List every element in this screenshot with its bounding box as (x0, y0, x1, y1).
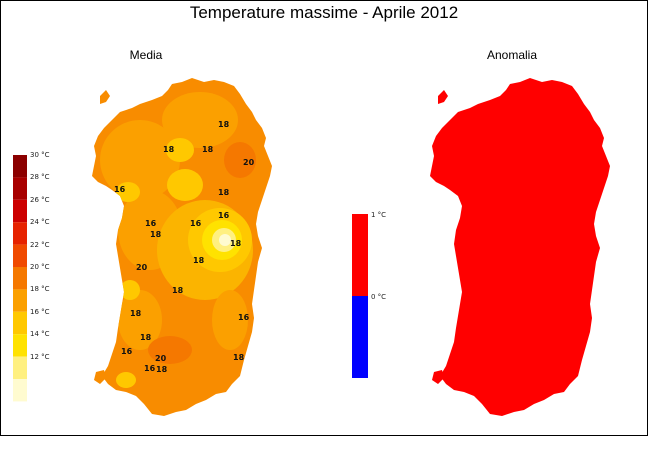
colorbar-swatch (13, 244, 27, 267)
colorbar-label: 18 °C (30, 285, 50, 294)
anomalia-colorbar (352, 214, 368, 378)
colorbar-swatch (13, 155, 27, 178)
media-colorbar (13, 155, 27, 402)
colorbar-label: 30 °C (30, 151, 50, 159)
contour-label: 16 (238, 313, 250, 322)
contour-label: 18 (150, 230, 162, 239)
colorbar-swatch (13, 334, 27, 357)
contour-label: 16 (190, 219, 202, 228)
contour-label: 16 (144, 364, 156, 373)
colorbar-swatch (13, 289, 27, 312)
colorbar-label: 28 °C (30, 173, 50, 182)
anomalia-map-fill (430, 78, 610, 416)
contour-label: 18 (230, 239, 242, 248)
figure-title: Temperature massime - Aprile 2012 (189, 3, 459, 22)
colorbar-swatch (352, 214, 368, 296)
colorbar-swatch (13, 311, 27, 335)
contour-label: 18 (193, 256, 205, 265)
colorbar-swatch (13, 199, 27, 223)
media-temperature-zones (100, 92, 256, 388)
contour-label: 18 (218, 120, 230, 129)
contour-label: 16 (218, 211, 230, 220)
colorbar-swatch (13, 379, 27, 402)
contour-label: 18 (140, 333, 152, 342)
colorbar-swatch (13, 267, 27, 290)
contour-label: 18 (163, 145, 175, 154)
contour-label: 18 (202, 145, 214, 154)
media-map: 18 18 18 20 16 18 16 18 16 18 18 20 18 1… (92, 78, 272, 416)
contour-label: 20 (243, 158, 255, 167)
contour-label: 18 (233, 353, 245, 362)
anomalia-map (430, 78, 610, 416)
colorbar-swatch (13, 356, 27, 379)
colorbar-swatch (352, 296, 368, 378)
colorbar-label: 12 °C (30, 352, 50, 361)
colorbar-swatch (13, 222, 27, 245)
colorbar-label: 1 °C (371, 211, 387, 219)
colorbar-label: 24 °C (30, 218, 50, 227)
colorbar-label: 16 °C (30, 307, 50, 316)
contour-label: 18 (130, 309, 142, 318)
right-map-subtitle: Anomalia (486, 48, 538, 62)
colorbar-label: 14 °C (30, 330, 50, 339)
colorbar-label: 0 °C (371, 293, 387, 301)
contour-label: 16 (114, 185, 126, 194)
contour-label: 18 (218, 188, 230, 197)
contour-label: 18 (156, 365, 168, 374)
colorbar-label: 26 °C (30, 195, 50, 204)
colorbar-label: 20 °C (30, 263, 50, 271)
contour-label: 20 (155, 354, 167, 363)
contour-label: 16 (145, 219, 157, 228)
contour-label: 18 (172, 286, 184, 295)
contour-label: 20 (136, 263, 148, 272)
colorbar-label: 22 °C (30, 240, 50, 249)
contour-label: 16 (121, 347, 133, 356)
colorbar-swatch (13, 177, 27, 200)
left-map-subtitle: Media (129, 48, 163, 62)
